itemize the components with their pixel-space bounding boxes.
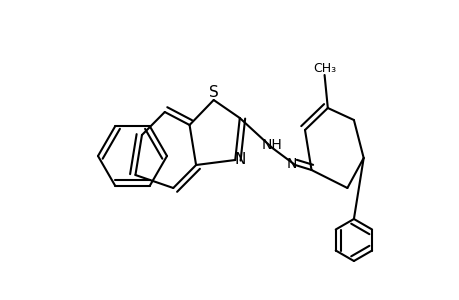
Text: NH: NH (262, 138, 282, 152)
Text: S: S (208, 85, 218, 100)
Text: N: N (286, 157, 297, 170)
Text: CH₃: CH₃ (312, 62, 336, 76)
Text: N: N (234, 152, 245, 167)
